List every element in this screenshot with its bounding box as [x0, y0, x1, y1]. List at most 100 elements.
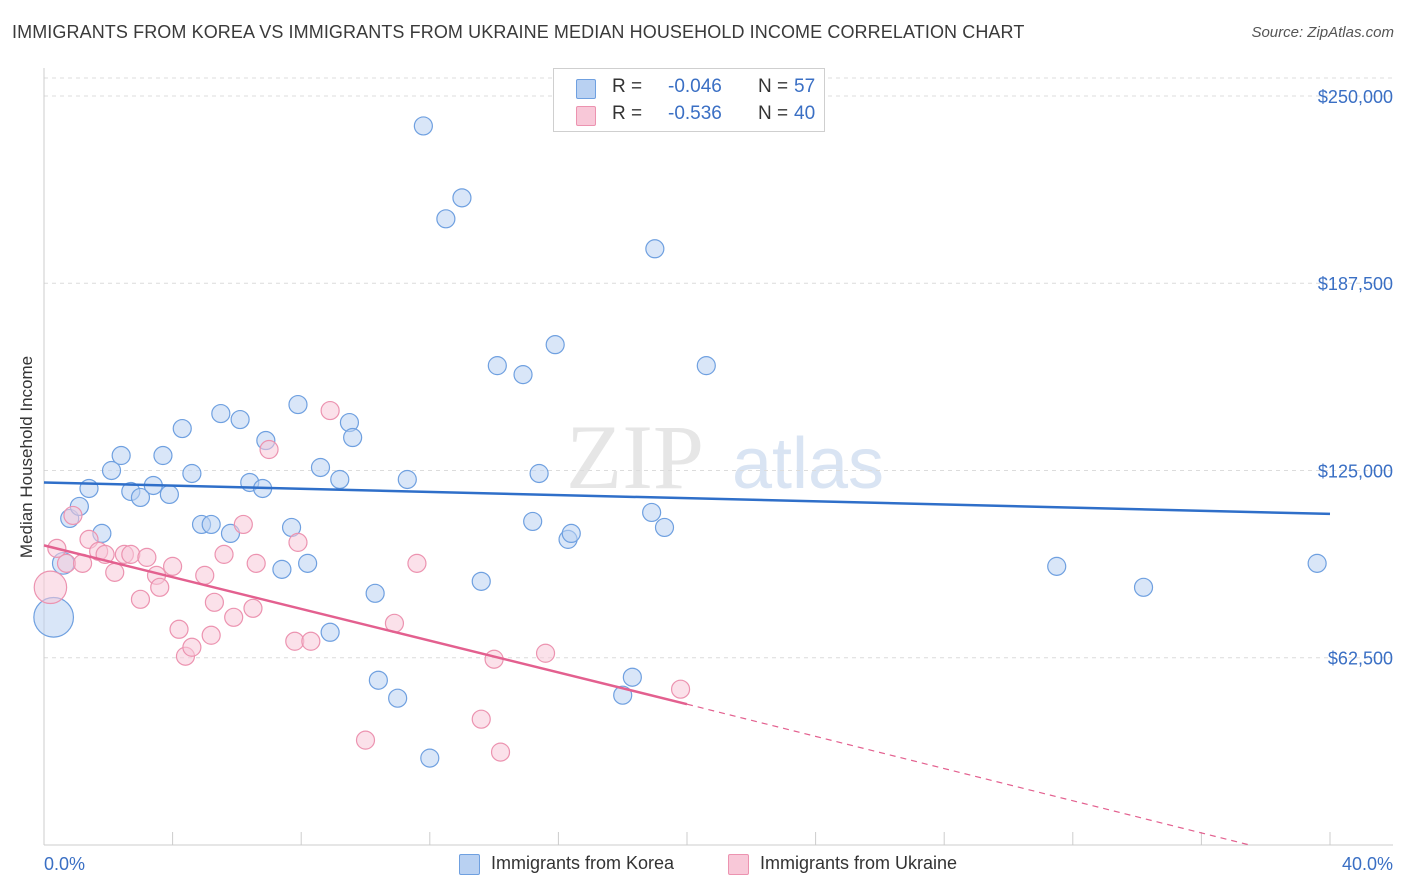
korea-point — [79, 478, 99, 499]
korea-point — [230, 409, 250, 430]
korea-point — [654, 517, 675, 538]
ukraine-point — [33, 570, 68, 605]
ukraine-point — [163, 556, 183, 576]
korea-point — [452, 188, 472, 208]
r-value: -0.046 — [668, 76, 722, 97]
korea-point — [397, 469, 417, 490]
ukraine-point — [471, 709, 491, 729]
korea-point — [1307, 553, 1327, 573]
ukraine-point — [233, 514, 253, 535]
korea-point — [523, 511, 543, 532]
ukraine-point — [214, 544, 234, 564]
stats-legend-box: R = -0.046 N = 57 R = -0.536 N = 40 — [553, 68, 825, 132]
korea-point — [561, 523, 581, 544]
watermark-atlas: atlas — [732, 424, 884, 504]
y-tick-label: $62,500 — [1328, 649, 1393, 669]
korea-point — [471, 571, 491, 591]
korea-point — [288, 394, 308, 415]
korea-point — [1133, 577, 1154, 597]
korea-point — [545, 335, 565, 355]
korea-point — [413, 116, 433, 136]
korea-point — [529, 463, 549, 484]
ukraine-point — [670, 679, 691, 699]
legend-label: Immigrants from Korea — [491, 853, 675, 873]
ukraine-legend-swatch — [728, 854, 749, 875]
y-tick-label: $250,000 — [1318, 87, 1393, 107]
korea-point — [159, 484, 179, 505]
ukraine-point — [204, 592, 224, 612]
legend-label: Immigrants from Ukraine — [760, 853, 958, 873]
korea-point — [696, 356, 716, 376]
n-label: N = — [758, 103, 789, 124]
korea-point — [310, 457, 331, 478]
ukraine-point — [201, 625, 221, 645]
korea-point — [645, 239, 665, 259]
x-tick-label-min: 0.0% — [44, 854, 85, 874]
chart-title: IMMIGRANTS FROM KOREA VS IMMIGRANTS FROM… — [12, 22, 1025, 42]
ukraine-point — [301, 631, 321, 651]
korea-point — [388, 688, 408, 708]
korea-point — [211, 403, 231, 424]
ukraine-point — [246, 553, 266, 573]
ukraine-point — [56, 553, 77, 573]
korea-point — [172, 418, 192, 439]
korea-point — [343, 427, 363, 448]
ukraine-point — [121, 544, 141, 564]
korea-point — [365, 583, 385, 603]
ukraine-swatch — [576, 106, 596, 126]
korea-point — [642, 502, 662, 523]
r-label: R = — [612, 103, 643, 124]
ukraine-point — [490, 742, 511, 762]
ukraine-point — [243, 598, 263, 618]
korea-point — [330, 469, 350, 490]
korea-point — [1047, 556, 1067, 576]
ukraine-point — [355, 730, 376, 750]
ukraine-trendline-extension — [686, 703, 1250, 846]
ukraine-point — [224, 607, 244, 627]
ukraine-trendline — [43, 544, 688, 706]
ukraine-point — [195, 565, 215, 585]
ukraine-point — [150, 577, 170, 597]
ukraine-point — [169, 619, 189, 639]
korea-point — [622, 667, 642, 687]
ukraine-point — [535, 643, 556, 663]
korea-swatch — [576, 79, 596, 99]
korea-point — [436, 209, 456, 229]
korea-point — [272, 559, 292, 579]
ukraine-point — [182, 637, 202, 657]
y-tick-label: $125,000 — [1318, 461, 1393, 481]
ukraine-point — [285, 631, 305, 651]
ukraine-point — [130, 589, 151, 609]
x-tick-label-max: 40.0% — [1342, 854, 1393, 874]
korea-point — [320, 622, 340, 642]
korea-legend-swatch — [459, 854, 480, 875]
n-label: N = — [758, 76, 789, 97]
ukraine-point — [407, 553, 427, 573]
korea-point — [153, 445, 173, 466]
korea-point — [201, 514, 221, 535]
source-label: Source: ZipAtlas.com — [1251, 24, 1394, 41]
korea-point — [420, 748, 440, 768]
korea-point — [111, 445, 131, 466]
korea-point — [298, 553, 318, 573]
korea-point — [130, 487, 151, 508]
korea-point — [487, 356, 507, 376]
r-label: R = — [612, 76, 643, 97]
ukraine-point — [63, 505, 83, 526]
ukraine-point — [137, 547, 157, 567]
ukraine-point — [288, 532, 308, 552]
watermark-zip: ZIP — [566, 406, 704, 508]
ukraine-point — [105, 562, 125, 582]
r-value: -0.536 — [668, 103, 722, 124]
y-tick-label: $187,500 — [1318, 274, 1393, 294]
ukraine-point — [259, 439, 279, 460]
korea-trendline — [43, 481, 1331, 516]
korea-point — [182, 463, 202, 484]
ukraine-point — [320, 400, 340, 421]
korea-point — [101, 460, 122, 481]
n-value: 57 — [794, 76, 816, 97]
n-value: 40 — [794, 103, 816, 124]
korea-point — [513, 365, 533, 385]
korea-point — [368, 670, 388, 690]
